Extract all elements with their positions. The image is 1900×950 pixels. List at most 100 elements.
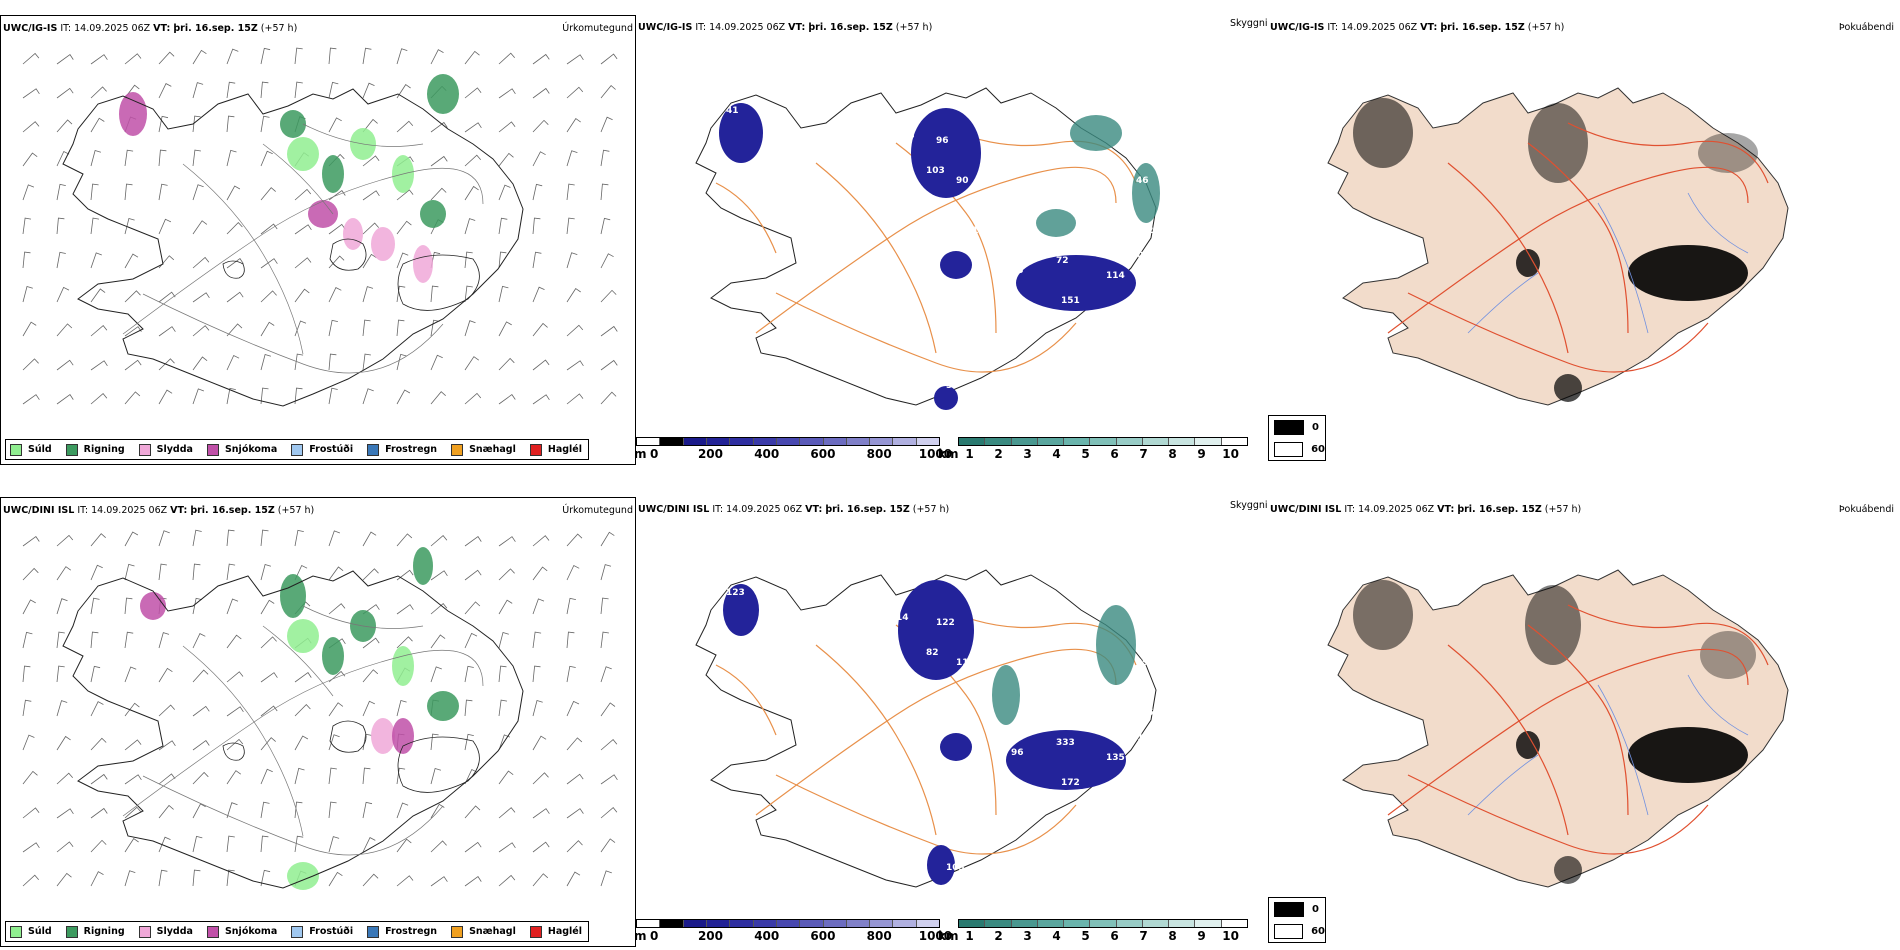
- iceland-outline: [62, 88, 524, 407]
- colorbar-swatch: [893, 438, 917, 445]
- cloud-base-label: 225: [1141, 226, 1160, 236]
- wind-barb: [396, 252, 409, 269]
- precip-area: [371, 227, 395, 261]
- wind-barb: [260, 387, 269, 405]
- wind-barb: [192, 325, 210, 337]
- wind-barb: [328, 530, 341, 547]
- legend-swatch: [206, 443, 219, 456]
- precip-area: [343, 218, 363, 250]
- wind-barb: [22, 631, 33, 649]
- wind-barb: [328, 387, 338, 405]
- wind-barb: [226, 835, 235, 853]
- wind-barb: [362, 388, 374, 405]
- wind-barb: [328, 734, 340, 751]
- wind-barb: [498, 321, 512, 337]
- cloud-base-label: 112: [956, 658, 975, 668]
- wind-barb: [396, 84, 411, 99]
- colorbar-tick: 6: [1110, 929, 1119, 943]
- cloud-base-label: 122: [936, 618, 955, 628]
- wind-barb: [566, 808, 584, 819]
- precip-areas: [119, 74, 459, 283]
- wind-barb: [600, 325, 618, 337]
- precip-area: [427, 691, 459, 721]
- panel-type-label: Skyggni: [1230, 500, 1268, 511]
- wind-barb: [430, 187, 447, 201]
- wind-barb: [158, 326, 176, 337]
- precip-area: [280, 110, 306, 138]
- cloud-base-label: 103: [896, 131, 915, 141]
- colorbar-tick: 1: [965, 929, 974, 943]
- height-bar-ticks: 0 200 400 600 800 1000: [636, 929, 952, 943]
- wind-barb: [600, 217, 611, 235]
- wind-barb: [192, 835, 203, 853]
- wind-barb: [90, 564, 103, 581]
- wind-barb: [260, 768, 273, 785]
- wind-barb: [56, 286, 70, 303]
- cloud-panel-bottom: UWC/DINI ISL IT: 14.09.2025 06Z VT: þri.…: [634, 497, 1268, 947]
- legend-label: Rigning: [83, 444, 125, 455]
- wind-barb: [90, 325, 108, 337]
- wind-barb: [56, 772, 74, 785]
- wind-barb: [260, 801, 270, 819]
- legend-item: Snjókoma: [206, 925, 277, 938]
- cloud-base-label: 151: [1061, 296, 1080, 306]
- wind-barb: [532, 535, 550, 547]
- panel-title: UWC/DINI ISL IT: 14.09.2025 06Z VT: þri.…: [1270, 504, 1582, 515]
- wind-barb: [158, 358, 175, 371]
- fog-legend-swatch: [1274, 441, 1304, 457]
- wind-barb: [600, 631, 609, 649]
- colorbar-swatch: [753, 920, 777, 927]
- wind-barb: [294, 224, 312, 235]
- cloud-base-label: 57: [946, 381, 959, 391]
- iceland-outline: [695, 569, 1157, 888]
- wind-barb: [158, 563, 167, 581]
- wind-barb: [362, 801, 373, 819]
- wind-barb: [396, 319, 405, 337]
- wind-barb: [260, 223, 278, 235]
- wind-barb: [158, 836, 171, 853]
- wind-barbs: [22, 47, 618, 405]
- wind-barb: [22, 285, 33, 303]
- legend-label: Frostúði: [309, 926, 354, 937]
- wind-barb: [22, 321, 37, 337]
- wind-barb: [260, 150, 273, 167]
- wind-barb: [566, 564, 580, 581]
- wind-barb: [192, 49, 207, 65]
- wind-barb: [226, 563, 236, 581]
- visibility-colorbar: 1 2 3 4 5 6 7 8 9 10 km: [938, 437, 1248, 461]
- cloud-base-label: 103: [946, 863, 965, 873]
- panel-type-label: Þokuábendi: [1838, 504, 1894, 515]
- wind-barb: [532, 53, 550, 65]
- wind-barb: [56, 87, 74, 99]
- cloud-base-label: 72: [1056, 256, 1069, 266]
- wind-barb: [498, 217, 508, 235]
- wind-barb: [260, 869, 271, 887]
- colorbar-swatch: [1037, 920, 1065, 927]
- wind-barb: [22, 842, 40, 853]
- wind-barb: [396, 189, 414, 201]
- cloud-base-label: 81: [966, 226, 979, 236]
- wind-barb: [56, 251, 66, 269]
- wind-barb: [90, 533, 106, 547]
- wind-barb: [158, 115, 169, 133]
- wind-barb: [294, 529, 304, 547]
- wind-barb: [362, 873, 379, 887]
- wind-barb: [362, 568, 379, 581]
- colorbar-tick: 200: [697, 447, 723, 461]
- colorbar-tick: 10: [1222, 929, 1239, 943]
- wind-barb: [56, 808, 74, 819]
- wind-barb: [566, 533, 583, 547]
- height-bar-ticks: 0 200 400 600 800 1000: [636, 447, 952, 461]
- wind-barb: [362, 286, 374, 303]
- wind-barb: [226, 81, 236, 99]
- wind-barb: [328, 566, 344, 581]
- colorbar-swatch: [959, 438, 986, 445]
- wind-barb: [56, 394, 74, 405]
- colorbar-swatch: [1221, 920, 1247, 927]
- colorbar-tick: 6: [1110, 447, 1119, 461]
- panel-title: UWC/DINI ISL IT: 14.09.2025 06Z VT: þri.…: [3, 505, 315, 516]
- wind-barb: [532, 873, 549, 887]
- wind-barb: [498, 88, 516, 99]
